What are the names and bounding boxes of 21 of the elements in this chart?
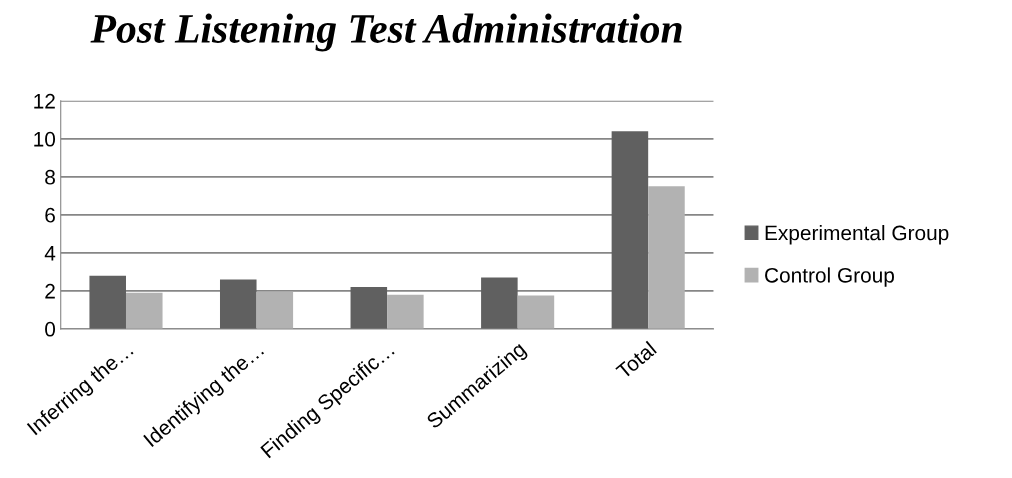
bar xyxy=(387,294,424,329)
bar xyxy=(611,131,649,329)
bar xyxy=(481,277,518,329)
y-tick-label: 10 xyxy=(34,131,56,147)
chart-title: Post Listening Test Administration xyxy=(90,13,682,52)
bar xyxy=(517,295,555,329)
y-tick-label: 0 xyxy=(45,321,56,337)
bar xyxy=(256,291,294,329)
bar xyxy=(350,287,388,329)
bar xyxy=(219,279,257,329)
y-tick-label: 2 xyxy=(45,283,55,299)
legend-label: Control Group xyxy=(765,267,894,287)
bar xyxy=(125,292,163,329)
legend-label: Experimental Group xyxy=(765,225,949,245)
bar xyxy=(648,186,685,329)
bar xyxy=(89,275,126,329)
y-tick-label: 12 xyxy=(34,93,55,109)
x-tick-label: Total xyxy=(614,340,657,380)
y-tick-label: 6 xyxy=(45,207,55,223)
y-tick-label: 8 xyxy=(45,169,55,185)
y-tick-label: 4 xyxy=(44,246,56,261)
